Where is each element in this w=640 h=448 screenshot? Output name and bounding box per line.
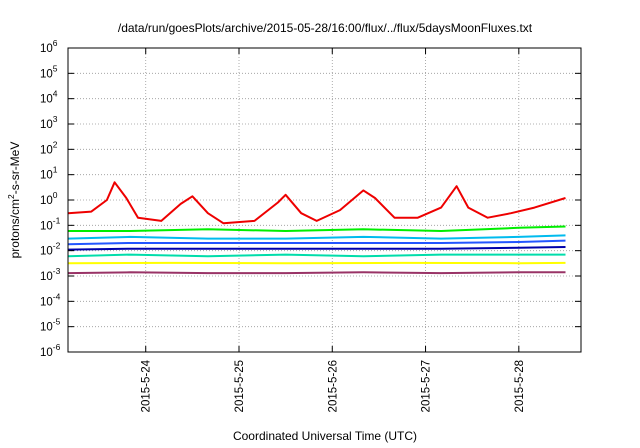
series-line (68, 225, 566, 232)
chart-title: /data/run/goesPlots/archive/2015-05-28/1… (118, 21, 533, 35)
series-line (67, 234, 566, 240)
y-tick-label: 104 (40, 89, 58, 106)
y-tick-label: 10-4 (40, 291, 61, 308)
series-line (67, 246, 566, 251)
x-axis-label: Coordinated Universal Time (UTC) (233, 429, 417, 443)
y-tick-label: 102 (40, 139, 58, 156)
y-tick-label: 106 (40, 38, 58, 55)
x-tick-label: 2015-5-27 (421, 360, 433, 412)
y-tick-label: 10-1 (40, 215, 61, 232)
y-tick-label: 10-3 (40, 266, 61, 283)
y-tick-label: 10-2 (40, 241, 61, 258)
y-tick-label: 105 (40, 63, 58, 80)
x-ticks: 2015-5-24 2015-5-25 2015-5-26 2015-5-27 2015… (141, 48, 526, 412)
series-line (67, 239, 566, 246)
x-tick-label: 2015-5-25 (234, 360, 246, 412)
x-tick-label: 2015-5-26 (327, 360, 339, 412)
y-tick-label: 103 (40, 114, 58, 131)
y-tick-label: 10-6 (40, 342, 61, 359)
series-line (67, 181, 566, 225)
series-line (67, 253, 566, 258)
y-tick-label: 10-5 (40, 317, 61, 334)
y-tick-label: 100 (40, 190, 58, 207)
x-tick-label: 2015-5-28 (514, 360, 526, 412)
y-axis-label: protons/cm2-s-sr-MeV (6, 142, 22, 259)
x-tick-label: 2015-5-24 (141, 359, 153, 412)
series-line (67, 271, 566, 275)
y-ticks: 10-6 10-5 10-4 10-3 10-2 10-1 100 101 102 103 104 1… (40, 38, 581, 359)
series-layer (67, 181, 566, 275)
y-tick-label: 101 (40, 165, 58, 182)
